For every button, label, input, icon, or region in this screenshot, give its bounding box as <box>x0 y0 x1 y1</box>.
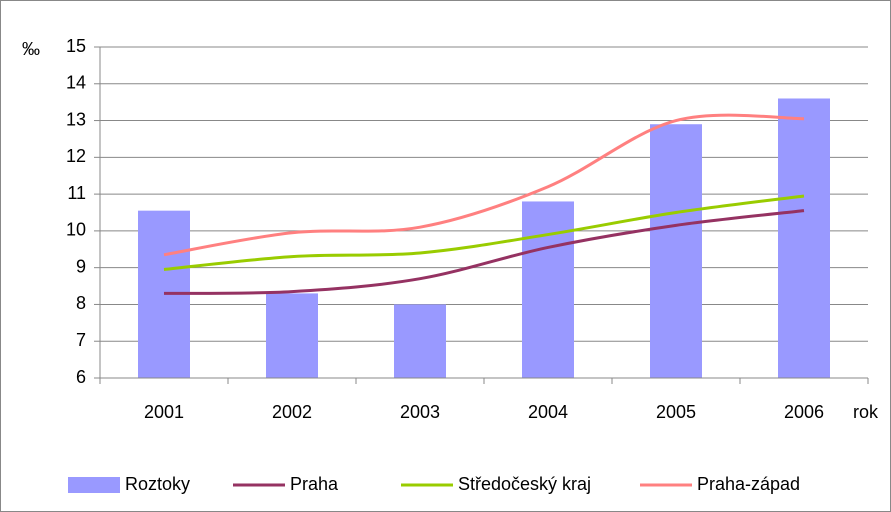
bar <box>650 124 702 378</box>
bar <box>266 293 318 378</box>
y-tick-label: 6 <box>76 367 86 387</box>
bar <box>522 201 574 378</box>
y-tick-label: 12 <box>66 146 86 166</box>
y-tick-label: 9 <box>76 256 86 276</box>
y-tick-label: 11 <box>67 183 86 203</box>
legend-label: Praha <box>290 474 339 494</box>
line <box>163 209 805 295</box>
bar <box>778 98 830 378</box>
y-tick-label: 8 <box>76 293 86 313</box>
y-tick-label: 10 <box>66 220 86 240</box>
line <box>163 194 805 271</box>
x-tick-label: 2005 <box>656 402 696 422</box>
x-tick-label: 2006 <box>784 402 824 422</box>
legend-label: Praha-západ <box>697 474 800 494</box>
x-axis-label: rok <box>853 402 879 422</box>
line <box>163 113 805 257</box>
y-axis-label: ‰ <box>22 39 40 59</box>
legend-label: Roztoky <box>125 474 190 494</box>
legend-label: Středočeský kraj <box>458 474 591 494</box>
legend-swatch <box>68 477 120 493</box>
x-tick-label: 2003 <box>400 402 440 422</box>
y-tick-label: 14 <box>66 73 86 93</box>
x-tick-label: 2001 <box>144 402 184 422</box>
bar <box>394 304 446 378</box>
y-tick-label: 13 <box>66 109 86 129</box>
y-tick-label: 15 <box>66 36 86 56</box>
y-tick-label: 7 <box>76 330 86 350</box>
x-tick-label: 2004 <box>528 402 568 422</box>
x-tick-label: 2002 <box>272 402 312 422</box>
